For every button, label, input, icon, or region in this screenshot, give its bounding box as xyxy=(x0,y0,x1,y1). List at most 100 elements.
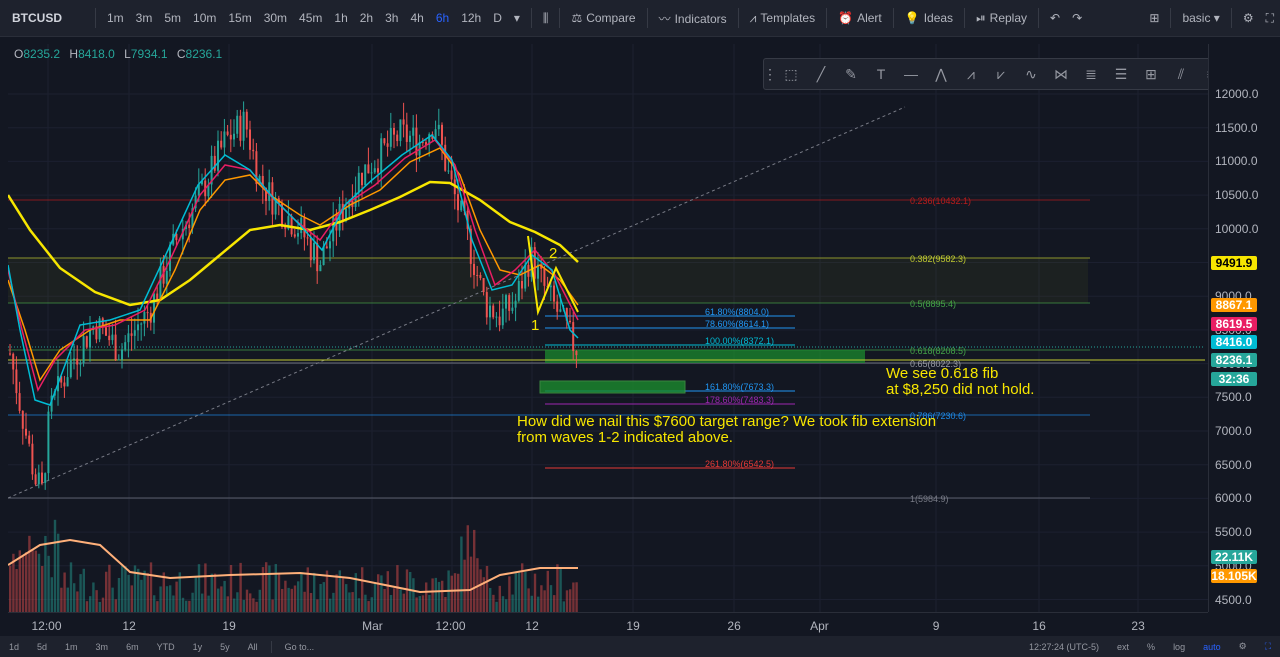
candle-body xyxy=(473,263,475,275)
interval-1m[interactable]: 1m xyxy=(107,11,124,25)
volume-bar xyxy=(143,570,146,612)
fib-note-line-2: at $8,250 did not hold. xyxy=(886,381,1035,398)
price-axis[interactable]: 12000.011500.011000.010500.010000.09500.… xyxy=(1208,44,1273,612)
volume-bar xyxy=(18,550,21,612)
price-tag: 8416.0 xyxy=(1211,335,1257,349)
layout-name-button[interactable]: basic ▾ xyxy=(1182,11,1220,25)
pitchfork-icon[interactable]: ⋀ xyxy=(935,65,947,82)
time-axis[interactable]: 12:00 12 19 Mar 12:00 12 19 26 Apr 9 16 23 xyxy=(8,612,1208,635)
horizontal-line-icon[interactable]: — xyxy=(904,66,918,82)
fib-retracement-icon[interactable]: ≣ xyxy=(1085,65,1097,82)
xabcd-pattern-icon[interactable]: ⋈ xyxy=(1054,65,1068,82)
indicators-button[interactable]: 〰 Indicators xyxy=(653,10,733,27)
interval-5m[interactable]: 5m xyxy=(164,11,182,25)
interval-6h[interactable]: 6h xyxy=(435,11,450,25)
candle-body xyxy=(463,200,466,211)
text-tool-icon[interactable]: T xyxy=(876,66,886,82)
interval-45m[interactable]: 45m xyxy=(299,11,323,25)
interval-dropdown-icon[interactable]: ▾ xyxy=(513,11,520,25)
brush-icon[interactable]: ✎ xyxy=(845,65,857,82)
interval-3h[interactable]: 3h xyxy=(385,11,399,25)
chart-type-button[interactable]: ⫼ xyxy=(542,10,549,25)
interval-10m[interactable]: 10m xyxy=(193,11,217,25)
templates-button[interactable]: ⩘ Templates xyxy=(744,11,821,26)
candle-body xyxy=(265,187,267,201)
candle-body xyxy=(156,293,159,301)
undo-button[interactable]: ↶ xyxy=(1050,11,1061,25)
alert-button[interactable]: ⏰ Alert xyxy=(832,11,888,25)
fib-fan-icon[interactable]: ⫽ xyxy=(1177,65,1185,82)
interval-3m[interactable]: 3m xyxy=(135,11,153,25)
percent-scale-toggle[interactable]: % xyxy=(1147,641,1156,652)
candle-body xyxy=(124,342,127,350)
replay-button[interactable]: ⏯ Replay xyxy=(970,11,1033,26)
wave-pattern-icon[interactable]: ⩘ xyxy=(967,65,975,82)
elliott-wave-icon[interactable]: ∿ xyxy=(1025,65,1037,82)
redo-button[interactable]: ↷ xyxy=(1072,11,1083,25)
symbol-search[interactable]: BTCUSD xyxy=(12,11,62,25)
candle-body xyxy=(492,305,495,318)
range-1y[interactable]: 1y xyxy=(192,641,203,652)
range-1m[interactable]: 1m xyxy=(65,641,78,652)
templates-icon: ⩘ xyxy=(749,10,757,25)
select-rect-icon[interactable]: ⬚ xyxy=(784,65,798,82)
drag-handle-icon[interactable]: ⋮ xyxy=(763,65,777,82)
chart-pane[interactable]: 0.236(10432.1) 0.382(9582.3) 0.5(8895.4) 0.… xyxy=(8,44,1208,612)
interval-15m[interactable]: 15m xyxy=(228,11,252,25)
interval-30m[interactable]: 30m xyxy=(263,11,288,25)
price-chart[interactable]: 0.236(10432.1) 0.382(9582.3) 0.5(8895.4) 0.… xyxy=(8,44,1208,612)
volume-bar xyxy=(181,597,185,612)
range-3m[interactable]: 3m xyxy=(95,641,109,652)
compare-button[interactable]: ⚖ Compare xyxy=(565,11,641,25)
gann-box-icon[interactable]: ⊞ xyxy=(1145,65,1157,82)
range-5y[interactable]: 5y xyxy=(220,641,230,652)
chart-settings-gear-icon[interactable]: ⚙ xyxy=(1238,641,1247,651)
interval-4h[interactable]: 4h xyxy=(410,11,424,25)
fullscreen-icon[interactable]: ⛶ xyxy=(1265,10,1274,25)
volume-bar xyxy=(236,592,239,612)
divider xyxy=(559,8,561,28)
volume-bar xyxy=(393,588,396,612)
volume-bar xyxy=(357,598,361,612)
interval-D[interactable]: D xyxy=(493,11,502,25)
volume-bar xyxy=(79,574,82,612)
goto-date-button[interactable]: Go to... xyxy=(284,641,315,652)
extended-hours-toggle[interactable]: ext xyxy=(1117,641,1130,652)
volume-bar xyxy=(284,580,287,612)
volume-bar xyxy=(306,567,309,612)
volume-bar xyxy=(543,590,546,612)
candle-body xyxy=(18,393,21,411)
range-ytd[interactable]: YTD xyxy=(156,641,175,652)
range-5d[interactable]: 5d xyxy=(37,641,48,652)
candle-body xyxy=(233,133,235,140)
clock-time[interactable]: 12:27:24 (UTC-5) xyxy=(1029,641,1100,652)
range-all[interactable]: All xyxy=(247,641,258,652)
candle-body xyxy=(572,322,575,352)
candle-body xyxy=(213,155,216,171)
range-6m[interactable]: 6m xyxy=(126,641,139,652)
ideas-button[interactable]: 💡 Ideas xyxy=(899,11,959,25)
candle-body xyxy=(220,140,223,148)
interval-2h[interactable]: 2h xyxy=(359,11,374,25)
fib-extension-icon[interactable]: ☰ xyxy=(1114,65,1128,82)
log-scale-toggle[interactable]: log xyxy=(1173,641,1186,652)
layout-grid-icon[interactable]: ⊞ xyxy=(1149,11,1160,25)
fib-extension-label: 178.60%(7483.3) xyxy=(705,395,774,405)
volume-bar xyxy=(377,574,380,612)
interval-1h[interactable]: 1h xyxy=(334,11,348,25)
abcd-pattern-icon[interactable]: ⩗ xyxy=(997,65,1005,82)
bottom-toolbar: 1d 5d 1m 3m 6m YTD 1y 5y All Go to... 12:27:24 (… xyxy=(0,636,1280,657)
trend-line-icon[interactable]: ╱ xyxy=(816,65,826,82)
auto-scale-toggle[interactable]: auto xyxy=(1203,641,1221,652)
interval-selector: 1m 3m 5m 10m 15m 30m 45m 1h 2h 3h 4h 6h 12h D xyxy=(101,11,508,25)
maximize-icon[interactable]: ⛶ xyxy=(1264,641,1271,651)
candle-body xyxy=(559,309,562,312)
volume-bar xyxy=(501,596,505,612)
volume-bar xyxy=(9,565,12,612)
time-tick-label: Mar xyxy=(362,619,383,633)
volume-bar xyxy=(521,563,524,612)
range-1d[interactable]: 1d xyxy=(9,641,20,652)
fib-note: We see 0.618 fib at $8,250 did not hold. xyxy=(886,366,1034,398)
settings-gear-icon[interactable]: ⚙ xyxy=(1242,11,1254,25)
interval-12h[interactable]: 12h xyxy=(461,11,482,25)
